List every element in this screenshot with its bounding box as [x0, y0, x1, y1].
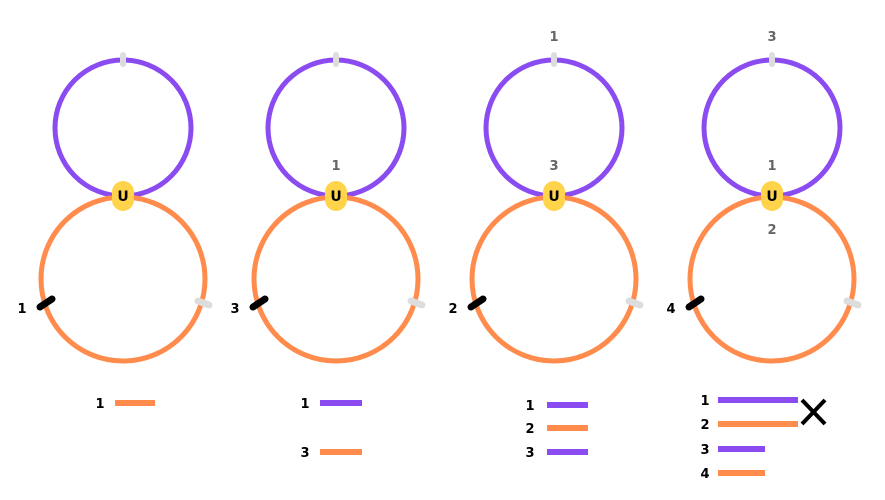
purple-top-label: 1 [549, 30, 558, 45]
node-u-label: U [330, 189, 341, 205]
purple-loop-marker [551, 52, 557, 67]
orange-top-label: 2 [767, 223, 776, 238]
purple-loop-marker [120, 52, 126, 67]
orange-loop-end-marker [194, 297, 213, 309]
legend-label: 3 [700, 443, 709, 458]
loop-index-label: 3 [230, 302, 239, 317]
orange-loop [38, 194, 208, 364]
node-u-label: U [548, 189, 559, 205]
node-u [325, 181, 347, 211]
orange-loop [687, 194, 857, 364]
purple-bottom-label: 3 [549, 159, 558, 174]
loop-index-label: 1 [17, 302, 26, 317]
legend-label: 2 [525, 422, 534, 437]
purple-loop-marker [333, 52, 339, 67]
legend-label: 1 [95, 397, 104, 412]
legend-label: 3 [525, 446, 534, 461]
purple-loop [52, 57, 194, 199]
node-u-label: U [766, 189, 777, 205]
legend-label: 1 [525, 399, 534, 414]
purple-loop [701, 57, 843, 199]
orange-loop-end-marker [407, 297, 426, 309]
orange-loop-end-marker [625, 297, 644, 309]
node-u [112, 181, 134, 211]
legend-label: 1 [700, 394, 709, 409]
orange-loop-start-marker [36, 295, 56, 311]
loop-index-label: 2 [448, 302, 457, 317]
purple-bottom-label: 1 [767, 159, 776, 174]
loop-index-label: 4 [666, 302, 675, 317]
legend-label: 4 [700, 467, 709, 482]
orange-loop-start-marker [685, 295, 705, 311]
orange-loop [251, 194, 421, 364]
orange-loop-start-marker [249, 295, 269, 311]
node-u [761, 181, 783, 211]
cross-icon [800, 398, 827, 426]
orange-loop [469, 194, 639, 364]
purple-loop [483, 57, 625, 199]
purple-loop [265, 57, 407, 199]
legend-label: 3 [300, 446, 309, 461]
legend-label: 2 [700, 418, 709, 433]
orange-loop-end-marker [843, 297, 862, 309]
orange-loop-start-marker [467, 295, 487, 311]
purple-bottom-label: 1 [331, 159, 340, 174]
purple-loop-marker [769, 52, 775, 67]
node-u-label: U [117, 189, 128, 205]
purple-top-label: 3 [767, 30, 776, 45]
legend-label: 1 [300, 397, 309, 412]
node-u [543, 181, 565, 211]
